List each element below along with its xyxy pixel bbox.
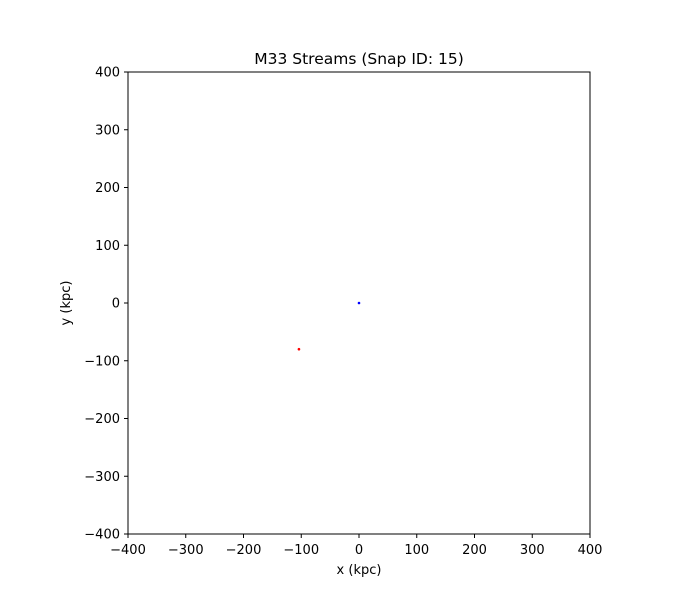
x-axis-label: x (kpc) — [337, 563, 382, 578]
y-tick-label: 300 — [95, 123, 120, 138]
y-tick-label: 100 — [95, 239, 120, 254]
data-points — [297, 301, 361, 351]
y-tick-label: 0 — [112, 297, 120, 312]
blue-point — [357, 301, 361, 305]
x-tick-label: −200 — [226, 543, 262, 558]
chart-title: M33 Streams (Snap ID: 15) — [254, 50, 464, 68]
y-tick-label: 400 — [95, 66, 120, 81]
y-axis-label: y (kpc) — [59, 281, 74, 326]
red-point — [297, 347, 301, 351]
x-tick-label: −300 — [168, 543, 204, 558]
y-tick-label: −400 — [84, 528, 120, 543]
x-axis-ticks: −400 −300 −200 −100 0 100 200 300 400 — [110, 534, 602, 558]
x-tick-label: 0 — [355, 543, 363, 558]
x-tick-label: 200 — [462, 543, 487, 558]
x-tick-label: 300 — [520, 543, 545, 558]
y-tick-label: −300 — [84, 470, 120, 485]
x-tick-label: 400 — [578, 543, 603, 558]
x-tick-label: −100 — [283, 543, 319, 558]
y-axis-ticks: −400 −300 −200 −100 0 100 200 300 400 — [84, 66, 128, 543]
y-tick-label: 200 — [95, 181, 120, 196]
x-tick-label: −400 — [110, 543, 146, 558]
x-tick-label: 100 — [404, 543, 429, 558]
plot-frame — [127, 71, 591, 535]
y-tick-label: −200 — [84, 412, 120, 427]
y-tick-label: −100 — [84, 354, 120, 369]
